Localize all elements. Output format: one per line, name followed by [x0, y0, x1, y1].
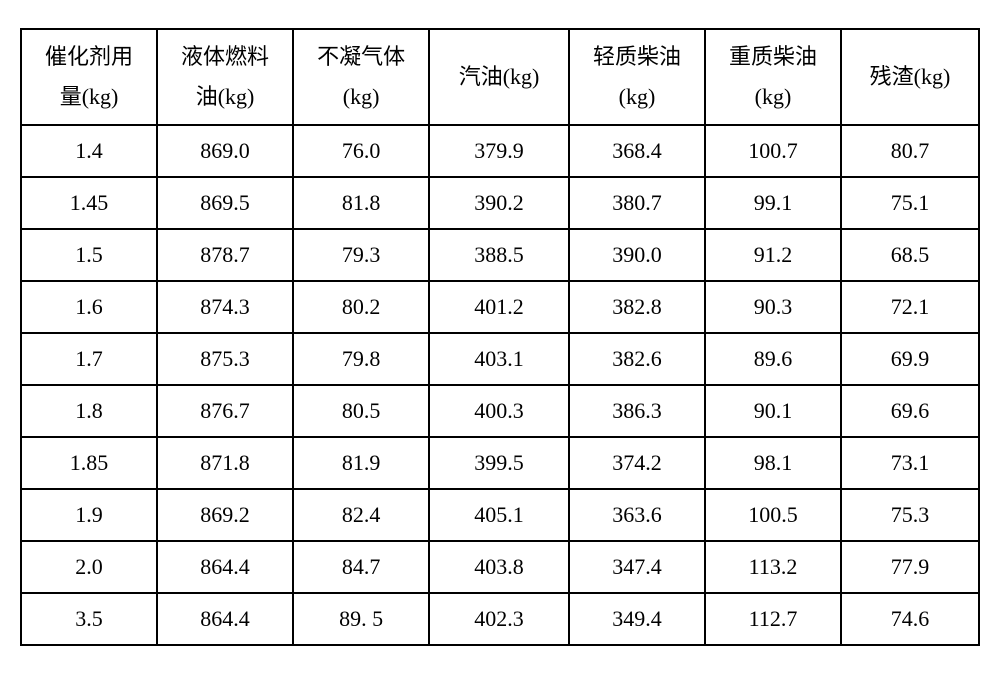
- table-cell: 89. 5: [293, 593, 429, 645]
- table-cell: 878.7: [157, 229, 293, 281]
- table-row: 1.5878.779.3388.5390.091.268.5: [21, 229, 979, 281]
- table-row: 1.8876.780.5400.3386.390.169.6: [21, 385, 979, 437]
- table-cell: 77.9: [841, 541, 979, 593]
- table-cell: 81.8: [293, 177, 429, 229]
- table-cell: 401.2: [429, 281, 569, 333]
- table-cell: 75.3: [841, 489, 979, 541]
- table-cell: 380.7: [569, 177, 705, 229]
- table-cell: 869.0: [157, 125, 293, 177]
- table-cell: 403.8: [429, 541, 569, 593]
- table-cell: 1.6: [21, 281, 157, 333]
- table-cell: 69.9: [841, 333, 979, 385]
- table-cell: 869.5: [157, 177, 293, 229]
- table-cell: 113.2: [705, 541, 841, 593]
- table-row: 1.6874.380.2401.2382.890.372.1: [21, 281, 979, 333]
- table-cell: 1.7: [21, 333, 157, 385]
- table-cell: 876.7: [157, 385, 293, 437]
- table-cell: 864.4: [157, 541, 293, 593]
- table-cell: 864.4: [157, 593, 293, 645]
- table-cell: 82.4: [293, 489, 429, 541]
- table-cell: 69.6: [841, 385, 979, 437]
- col-header-residue: 残渣(kg): [841, 29, 979, 125]
- col-header-catalyst: 催化剂用量(kg): [21, 29, 157, 125]
- table-cell: 1.4: [21, 125, 157, 177]
- table-cell: 74.6: [841, 593, 979, 645]
- table-cell: 80.5: [293, 385, 429, 437]
- col-header-heavy-diesel: 重质柴油(kg): [705, 29, 841, 125]
- table-cell: 382.6: [569, 333, 705, 385]
- table-cell: 90.1: [705, 385, 841, 437]
- table-row: 1.7875.379.8403.1382.689.669.9: [21, 333, 979, 385]
- table-cell: 89.6: [705, 333, 841, 385]
- table-cell: 75.1: [841, 177, 979, 229]
- table-cell: 386.3: [569, 385, 705, 437]
- col-header-gasoline: 汽油(kg): [429, 29, 569, 125]
- table-cell: 368.4: [569, 125, 705, 177]
- col-header-liquid-fuel: 液体燃料油(kg): [157, 29, 293, 125]
- table-cell: 388.5: [429, 229, 569, 281]
- table-cell: 390.2: [429, 177, 569, 229]
- table-row: 2.0864.484.7403.8347.4113.277.9: [21, 541, 979, 593]
- table-cell: 2.0: [21, 541, 157, 593]
- table-cell: 80.7: [841, 125, 979, 177]
- table-cell: 81.9: [293, 437, 429, 489]
- table-cell: 363.6: [569, 489, 705, 541]
- table-cell: 73.1: [841, 437, 979, 489]
- table-cell: 379.9: [429, 125, 569, 177]
- table-cell: 1.9: [21, 489, 157, 541]
- table-cell: 79.3: [293, 229, 429, 281]
- table-cell: 91.2: [705, 229, 841, 281]
- table-cell: 382.8: [569, 281, 705, 333]
- col-header-light-diesel: 轻质柴油(kg): [569, 29, 705, 125]
- col-header-noncond-gas: 不凝气体(kg): [293, 29, 429, 125]
- table-row: 1.85871.881.9399.5374.298.173.1: [21, 437, 979, 489]
- table-cell: 1.8: [21, 385, 157, 437]
- table-body: 1.4869.076.0379.9368.4100.780.71.45869.5…: [21, 125, 979, 645]
- table-cell: 347.4: [569, 541, 705, 593]
- table-cell: 84.7: [293, 541, 429, 593]
- table-cell: 100.7: [705, 125, 841, 177]
- table-row: 1.9869.282.4405.1363.6100.575.3: [21, 489, 979, 541]
- table-cell: 390.0: [569, 229, 705, 281]
- table-cell: 76.0: [293, 125, 429, 177]
- table-cell: 874.3: [157, 281, 293, 333]
- table-cell: 3.5: [21, 593, 157, 645]
- table-cell: 403.1: [429, 333, 569, 385]
- table-cell: 374.2: [569, 437, 705, 489]
- table-cell: 1.45: [21, 177, 157, 229]
- table-cell: 72.1: [841, 281, 979, 333]
- table-cell: 400.3: [429, 385, 569, 437]
- table-cell: 80.2: [293, 281, 429, 333]
- data-table: 催化剂用量(kg) 液体燃料油(kg) 不凝气体(kg) 汽油(kg) 轻质柴油…: [20, 28, 980, 646]
- table-cell: 68.5: [841, 229, 979, 281]
- table-cell: 405.1: [429, 489, 569, 541]
- table-cell: 100.5: [705, 489, 841, 541]
- table-cell: 112.7: [705, 593, 841, 645]
- table-cell: 399.5: [429, 437, 569, 489]
- table-cell: 869.2: [157, 489, 293, 541]
- table-row: 1.4869.076.0379.9368.4100.780.7: [21, 125, 979, 177]
- table-cell: 349.4: [569, 593, 705, 645]
- table-header-row: 催化剂用量(kg) 液体燃料油(kg) 不凝气体(kg) 汽油(kg) 轻质柴油…: [21, 29, 979, 125]
- table-cell: 1.5: [21, 229, 157, 281]
- table-cell: 90.3: [705, 281, 841, 333]
- table-cell: 98.1: [705, 437, 841, 489]
- table-cell: 99.1: [705, 177, 841, 229]
- table-cell: 402.3: [429, 593, 569, 645]
- table-cell: 1.85: [21, 437, 157, 489]
- table-cell: 871.8: [157, 437, 293, 489]
- table-cell: 79.8: [293, 333, 429, 385]
- table-row: 3.5864.489. 5402.3349.4112.774.6: [21, 593, 979, 645]
- table-cell: 875.3: [157, 333, 293, 385]
- table-row: 1.45869.581.8390.2380.799.175.1: [21, 177, 979, 229]
